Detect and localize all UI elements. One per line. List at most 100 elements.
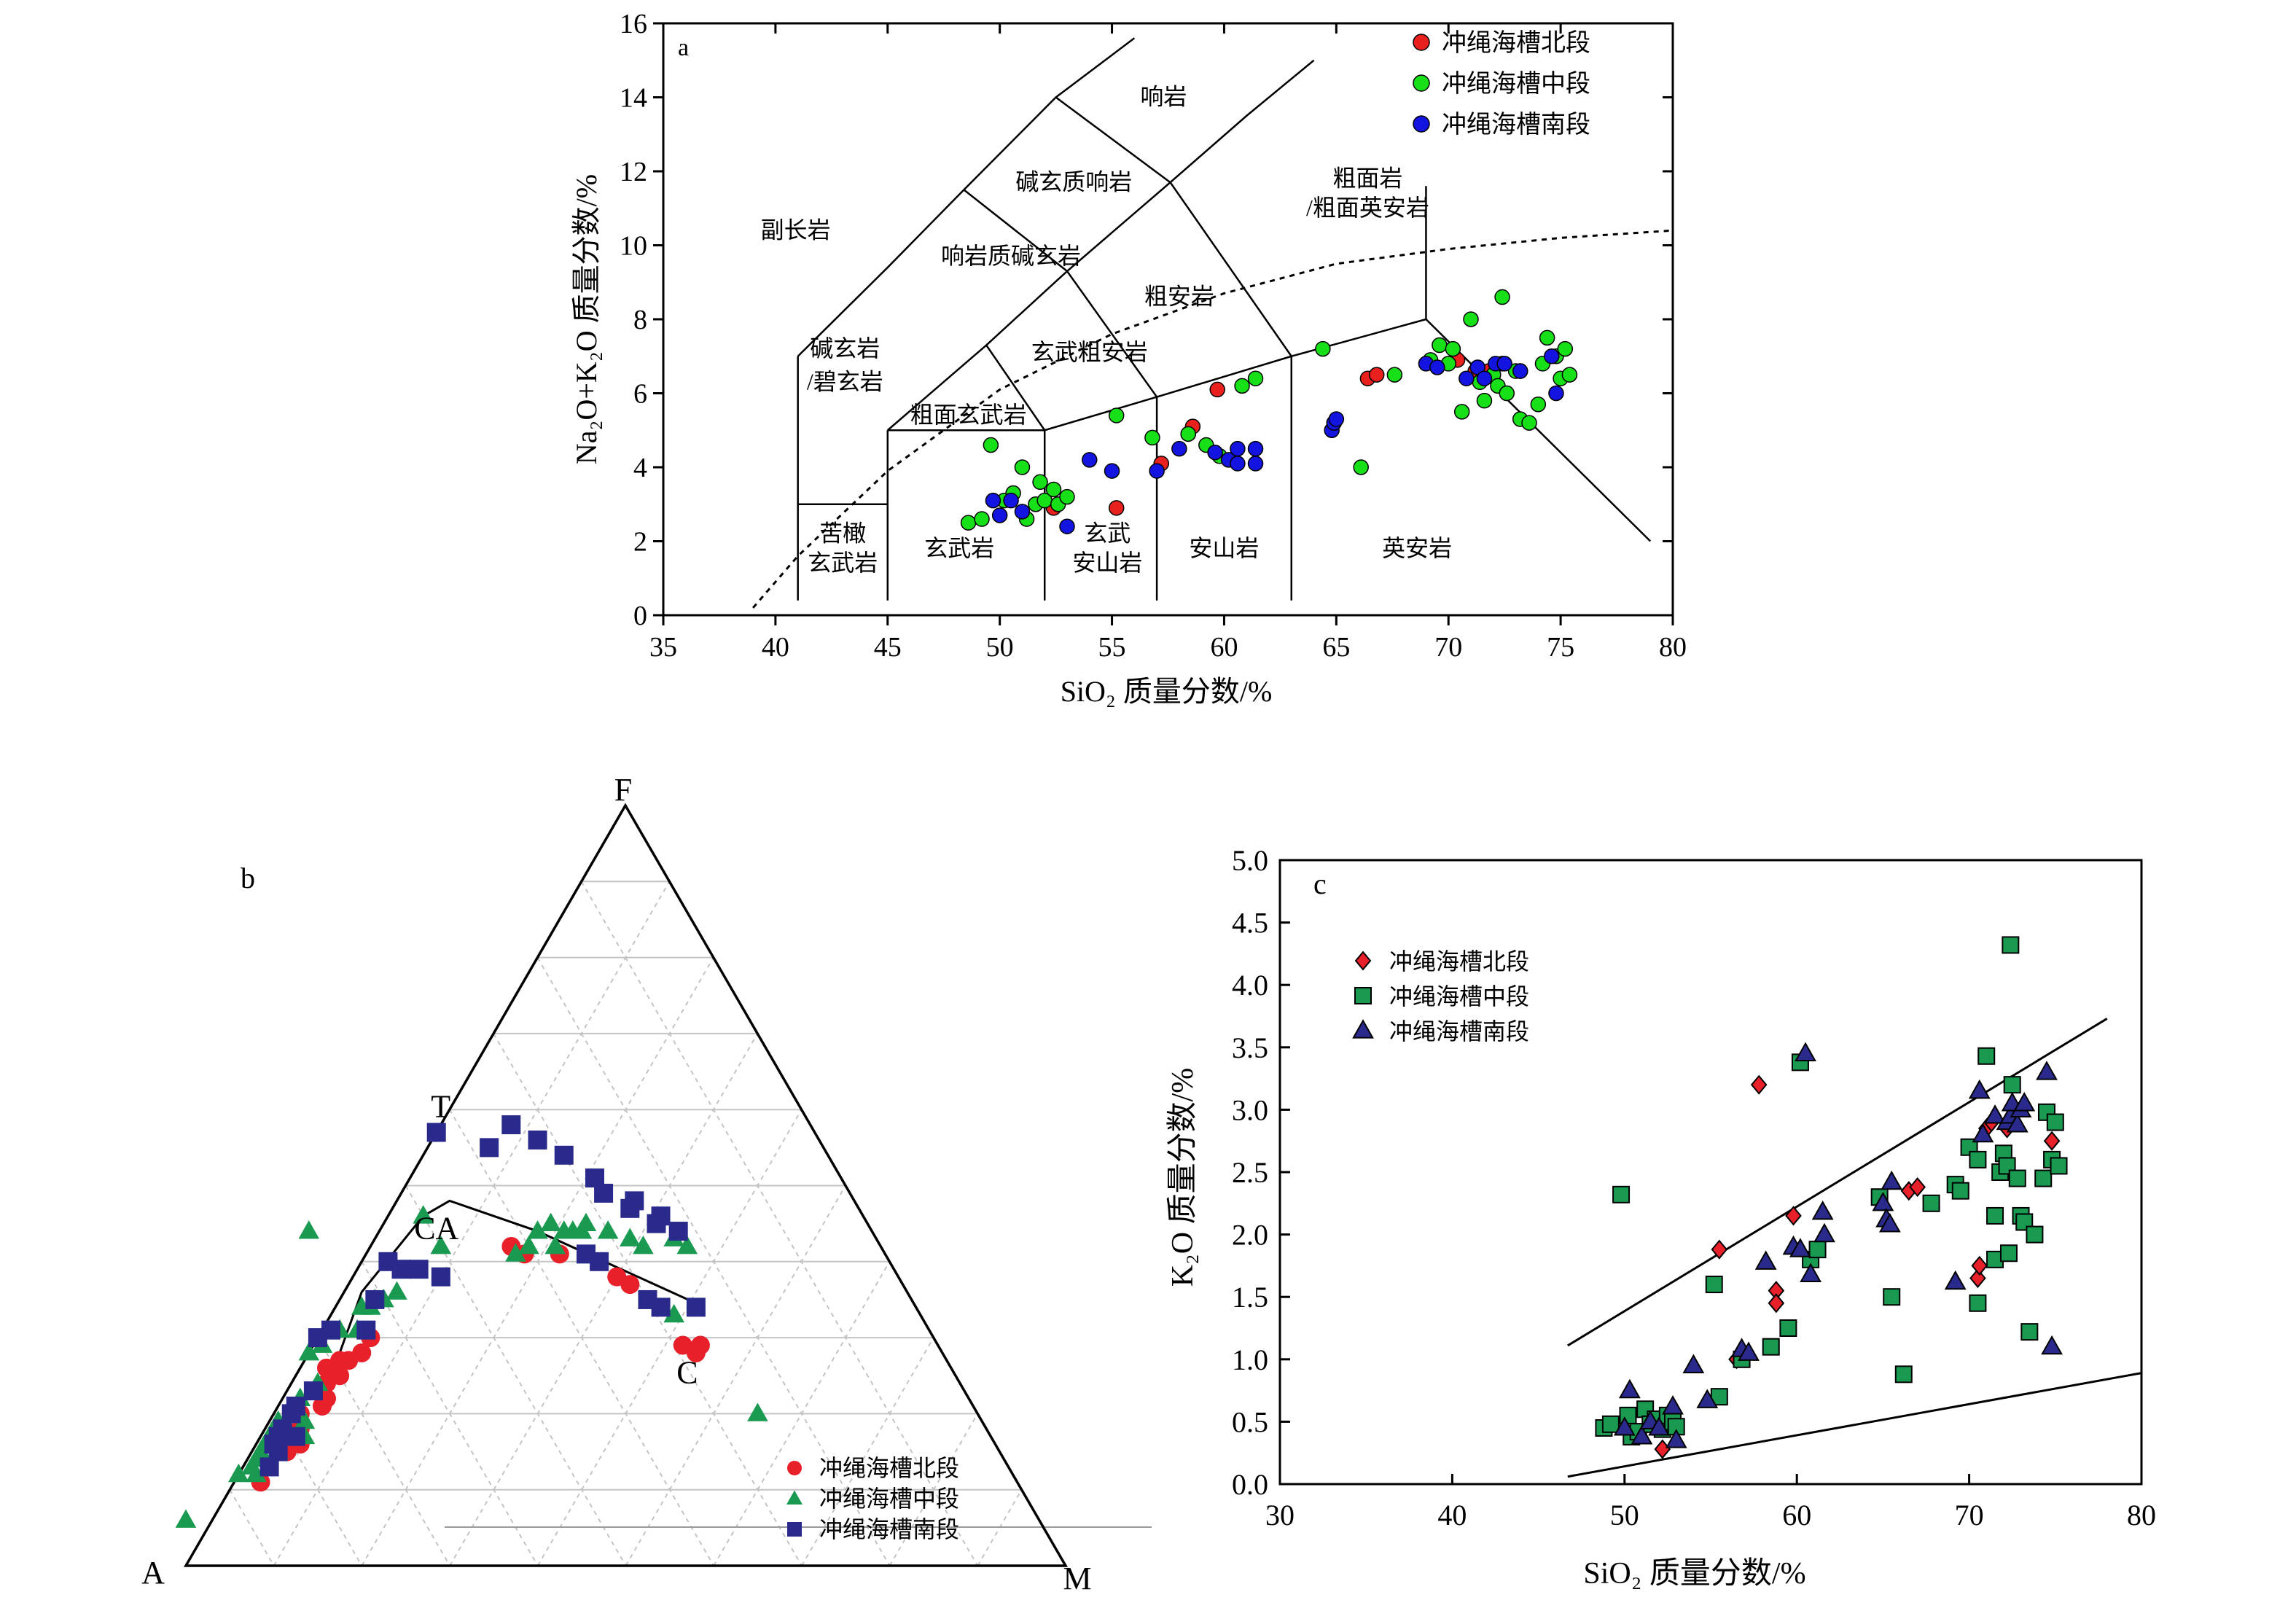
panel-c-point-south	[1662, 1395, 1684, 1415]
panel-b-point-middle	[575, 1212, 597, 1232]
panel-a-x-tick-label: 70	[1434, 632, 1462, 663]
panel-a-point-north	[1368, 367, 1385, 383]
panel-b-point-middle	[518, 1235, 539, 1254]
panel-a-point-middle	[1494, 289, 1510, 305]
panel-c-point-south	[1972, 1123, 1994, 1143]
panel-c-x-tick-label: 50	[1610, 1499, 1639, 1531]
panel-c-point-south	[1881, 1170, 1903, 1190]
panel-a-legend-label-south: 冲绳海槽南段	[1442, 111, 1590, 138]
panel-c-point-middle	[1999, 1244, 2018, 1263]
panel-b-grid-line	[713, 1261, 891, 1566]
panel-b-point-north	[686, 1343, 706, 1362]
vertex-label-f: F	[614, 772, 632, 808]
panel-a-field-line	[1055, 96, 1171, 184]
panel-b-point-north	[352, 1343, 372, 1362]
panel-a-point-middle	[1539, 329, 1555, 346]
panel-c-point-south	[1968, 1079, 1991, 1099]
panel-c-point-south	[1872, 1191, 1894, 1211]
panel-b-region-label: T	[431, 1089, 450, 1125]
panel-c-point-middle	[2046, 1113, 2064, 1131]
panel-c-axis-ticks: 30 40 50 60 70 80 0.0 0.5 1.0 1.5 2.0 2.5 3.0 3.5 4.0 4…	[1232, 844, 2156, 1531]
panel-a-y-tick-label: 14	[620, 83, 647, 114]
panel-a-y-tick-label: 8	[633, 305, 647, 335]
panel-c-point-middle	[2026, 1225, 2044, 1244]
panel-a-point-south	[1459, 370, 1475, 386]
panel-b-point-middle	[663, 1303, 685, 1323]
panel-c-legend-label-middle: 冲绳海槽中段	[1389, 983, 1529, 1010]
panel-c-point-north	[1711, 1239, 1728, 1260]
panel-a-point-middle	[1530, 396, 1547, 413]
panel-a-field-line	[963, 189, 1068, 273]
panel-b-point-middle	[228, 1463, 249, 1483]
panel-c-point-south	[1696, 1389, 1719, 1408]
panel-b-point-middle	[413, 1205, 434, 1224]
panel-a-point-south	[1512, 363, 1528, 379]
panel-a-y-tick-label: 16	[620, 9, 647, 39]
panel-a-y-tick-label: 4	[633, 453, 647, 483]
panel-c-y-tick-label: 0.0	[1232, 1468, 1268, 1501]
panel-c-point-middle	[2020, 1323, 2039, 1341]
panel-a-x-axis-label: SiO₂ 质量分数/%	[1061, 675, 1273, 708]
panel-c-point-south	[1618, 1378, 1641, 1399]
vertex-label-a: A	[141, 1555, 165, 1591]
panel-a-field-line	[886, 59, 1315, 432]
panel-a-x-tick-label: 45	[874, 632, 902, 663]
panel-a-field-label: 响岩质碱玄岩	[941, 243, 1081, 269]
panel-c-point-south	[1984, 1104, 2006, 1124]
panel-b-point-middle	[597, 1220, 619, 1239]
panel-c-point-north	[2043, 1131, 2061, 1151]
panel-c-point-middle	[1762, 1338, 1780, 1356]
panel-c-y-tick-label: 3.0	[1232, 1093, 1268, 1126]
panel-a-point-middle	[1234, 378, 1250, 394]
panel-a-field-label: /粗面英安岩	[1306, 195, 1429, 221]
panel-c-point-south	[1878, 1213, 1901, 1233]
panel-a-field-label: 粗面玄武岩	[910, 402, 1027, 428]
panel-b-point-middle	[747, 1402, 768, 1421]
panel-a-alkaline-subalkaline-boundary	[751, 229, 1674, 609]
panel-a-point-middle	[1386, 367, 1403, 383]
panel-a-y-tick-label: 10	[620, 231, 647, 262]
panel-c-point-middle	[1894, 1365, 1913, 1384]
panel-b-point-south	[356, 1320, 376, 1340]
panel-c-y-tick-label: 3.5	[1232, 1031, 1268, 1064]
panel-c-x-tick-label: 30	[1265, 1499, 1295, 1531]
panel-a-point-south	[1544, 348, 1560, 364]
panel-a-point-middle	[1014, 459, 1031, 475]
panel-a-legend-marker-south	[1413, 115, 1430, 133]
panel-a-legend-label-middle: 冲绳海槽中段	[1442, 70, 1590, 98]
panel-b-point-south	[303, 1381, 323, 1401]
panel-c-legend-marker-middle	[1354, 987, 1372, 1004]
panel-c-point-middle	[1969, 1294, 1987, 1312]
panel-a-point-middle	[1557, 340, 1574, 357]
panel-c-reference-line	[1567, 1018, 2108, 1347]
panel-a-point-middle	[1108, 407, 1125, 424]
panel-c-point-middle	[1779, 1319, 1797, 1337]
panel-b-point-south	[651, 1297, 671, 1317]
panel-a-y-tick-label: 12	[620, 157, 647, 187]
panel-b-legend-marker-south	[787, 1522, 802, 1537]
panel-b-triangle-frame	[183, 803, 1069, 1567]
panel-c-y-tick-label: 2.5	[1232, 1156, 1268, 1189]
panel-b-point-south	[501, 1115, 521, 1135]
panel-b-legend-marker-north	[787, 1461, 802, 1475]
panel-a-point-south	[1082, 452, 1098, 468]
panel-b-triangle	[183, 803, 1069, 1567]
panel-c-point-middle	[1601, 1415, 1620, 1433]
panel-b-point-south	[286, 1396, 305, 1416]
panel-c-legend-label-north: 冲绳海槽北段	[1389, 948, 1529, 975]
panel-a-point-middle	[1180, 426, 1196, 442]
panel-a-legend-marker-middle	[1413, 74, 1430, 92]
panel-c-y-tick-label: 5.0	[1232, 844, 1268, 877]
panel-a-point-middle	[974, 511, 990, 527]
panel-b-point-south	[668, 1222, 688, 1241]
panel-c-point-south	[2036, 1061, 2058, 1080]
panel-b-point-south	[391, 1260, 411, 1279]
panel-b-grid-line	[229, 1489, 275, 1566]
panel-c-point-south	[1613, 1416, 1636, 1436]
panel-a-point-middle	[1476, 392, 1493, 409]
panel-b-point-middle	[505, 1243, 526, 1262]
panel-c-point-middle	[1922, 1194, 1940, 1212]
panel-c-point-middle	[1969, 1150, 1987, 1168]
panel-c-y-tick-label: 1.5	[1232, 1281, 1268, 1314]
